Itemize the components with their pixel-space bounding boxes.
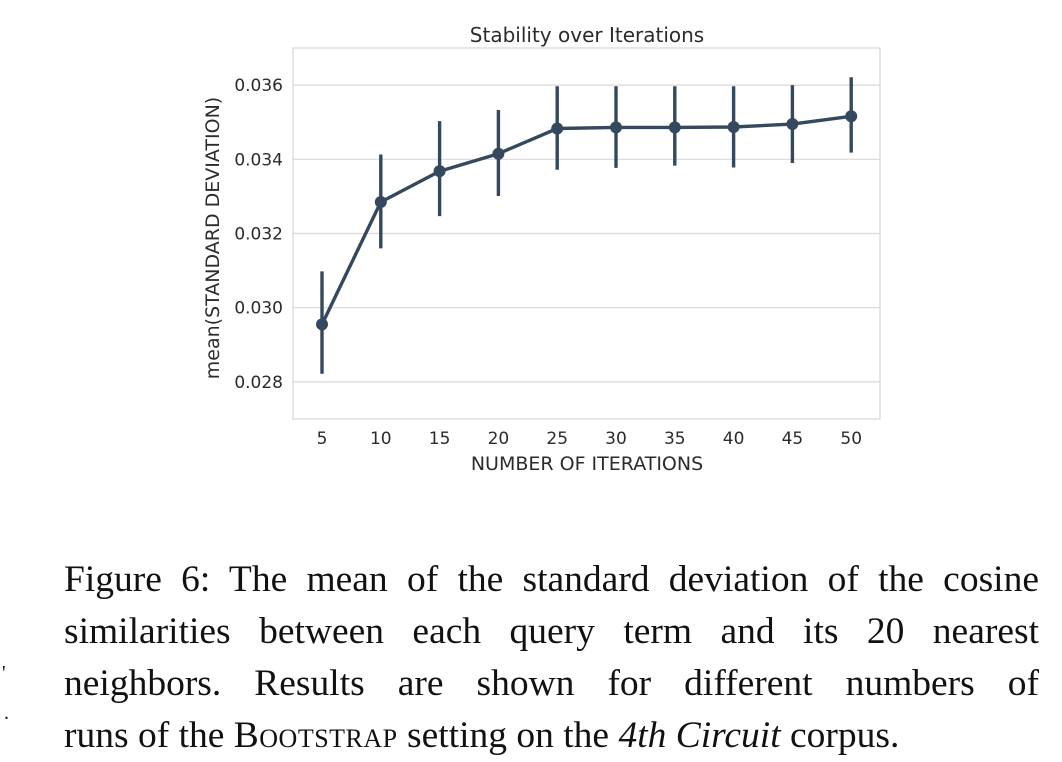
x-tick-label: 20 <box>488 429 510 449</box>
x-axis-label: NUMBER OF ITERATIONS <box>471 453 703 475</box>
plot-frame <box>292 47 881 420</box>
error-bars <box>320 77 853 374</box>
data-point <box>374 195 387 208</box>
margin-mark-bottom: . <box>4 702 9 724</box>
y-tick-labels: 0.028 0.030 0.032 0.034 0.036 <box>234 76 283 393</box>
data-point <box>551 122 564 135</box>
caption-line-2: similarities between each query term and… <box>64 611 1039 652</box>
x-tick-label: 10 <box>370 429 392 449</box>
data-point <box>668 121 681 134</box>
figure-caption: Figure 6: The mean of the standard devia… <box>64 554 1039 762</box>
data-point <box>316 318 328 331</box>
series-line <box>320 114 852 326</box>
x-tick-label: 50 <box>840 429 862 449</box>
line-chart: 0.028 0.030 0.032 0.034 0.036 5 10 15 20 25 30 35 4… <box>202 23 881 475</box>
caption-text-corpus: corpus. <box>780 715 900 756</box>
x-tick-label: 45 <box>782 429 804 449</box>
data-point <box>727 121 740 134</box>
y-tick-label: 0.028 <box>234 373 283 393</box>
y-tick-label: 0.030 <box>234 299 283 319</box>
x-tick-label: 35 <box>664 429 686 449</box>
x-tick-label: 40 <box>723 429 745 449</box>
y-axis-label: mean(STANDARD DEVIATION) <box>202 97 224 379</box>
x-tick-label: 30 <box>605 429 627 449</box>
y-tick-label: 0.036 <box>234 76 283 96</box>
caption-line-4: runs of the Bootstrap setting on the 4th… <box>64 710 1039 762</box>
caption-corpus-name: 4th Circuit <box>618 715 781 756</box>
caption-line-1: Figure 6: The mean of the standard devia… <box>64 559 1039 600</box>
data-point <box>786 118 799 131</box>
chart-title: Stability over Iterations <box>470 23 704 47</box>
data-point <box>492 147 505 160</box>
data-point <box>845 110 858 123</box>
caption-bootstrap-term: Bootstrap <box>233 715 398 756</box>
x-tick-labels: 5 10 15 20 25 30 35 40 45 50 <box>317 429 862 449</box>
data-points <box>316 110 858 331</box>
data-point <box>433 165 446 178</box>
y-tick-label: 0.034 <box>234 150 283 170</box>
x-tick-label: 5 <box>317 429 328 449</box>
caption-line-3: neighbors. Results are shown for differe… <box>64 663 1039 704</box>
data-point <box>610 121 622 134</box>
grid-lines <box>293 84 880 383</box>
caption-text-setting: setting on the <box>397 715 619 756</box>
y-tick-label: 0.032 <box>234 225 283 245</box>
margin-mark-top: ' <box>2 662 6 684</box>
caption-text-runs: runs of the <box>64 715 234 756</box>
x-tick-label: 25 <box>546 429 568 449</box>
x-tick-label: 15 <box>429 429 451 449</box>
